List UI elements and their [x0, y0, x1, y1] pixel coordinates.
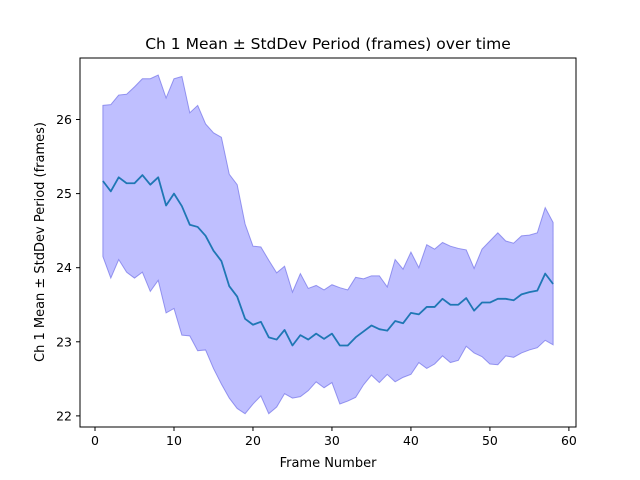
x-tick-label: 20 — [245, 433, 261, 448]
chart-title: Ch 1 Mean ± StdDev Period (frames) over … — [145, 35, 511, 53]
plot-area — [102, 74, 554, 415]
x-tick-label: 50 — [482, 433, 498, 448]
x-tick-label: 40 — [403, 433, 419, 448]
y-tick-label: 26 — [56, 112, 72, 127]
y-axis-ticks: 22 23 24 25 26 — [56, 112, 80, 423]
y-axis-label: Ch 1 Mean ± StdDev Period (frames) — [33, 122, 48, 362]
x-tick-label: 30 — [324, 433, 340, 448]
x-tick-label: 60 — [561, 433, 577, 448]
y-tick-label: 25 — [56, 186, 72, 201]
y-tick-label: 24 — [56, 260, 72, 275]
mean-line — [102, 174, 554, 347]
y-tick-label: 22 — [56, 408, 72, 423]
x-tick-label: 0 — [91, 433, 99, 448]
stddev-band — [102, 74, 554, 415]
axes-frame — [79, 57, 577, 428]
y-tick-label: 23 — [56, 334, 72, 349]
x-axis-ticks: 0 10 20 30 40 50 60 — [91, 427, 577, 448]
x-tick-label: 10 — [166, 433, 182, 448]
x-axis-label: Frame Number — [280, 456, 378, 471]
